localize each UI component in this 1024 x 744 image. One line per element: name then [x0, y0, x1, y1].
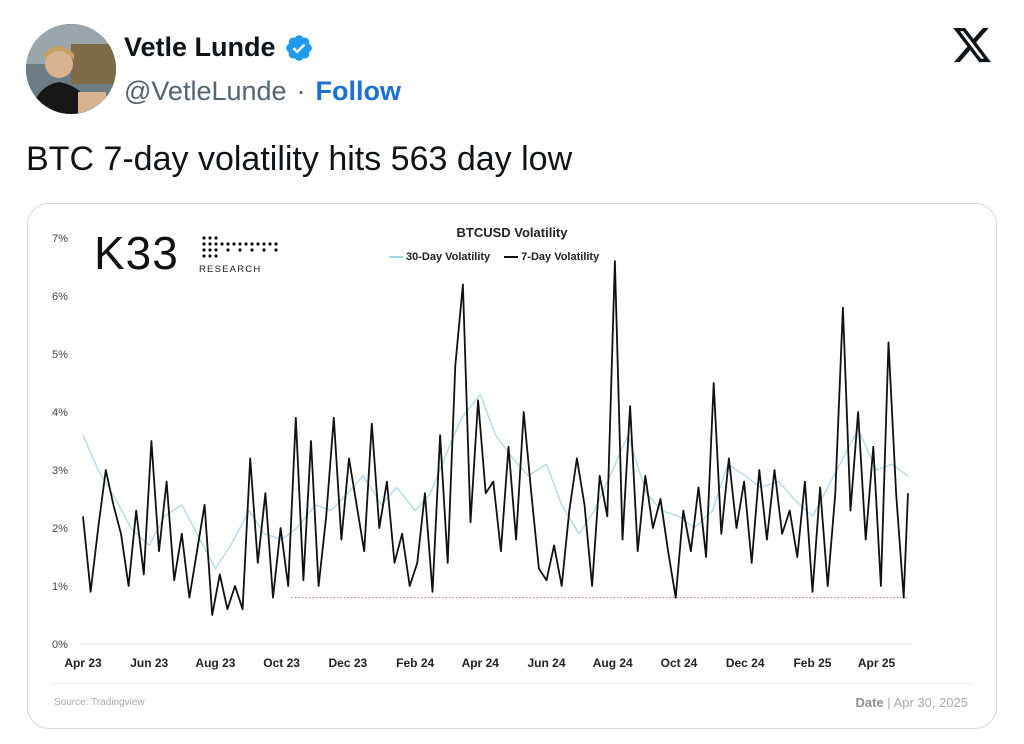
x-tick-label: Apr 24 [462, 656, 500, 670]
card-footer-divider [52, 683, 972, 684]
x-tick-label: Jun 23 [130, 656, 168, 670]
x-tick-label: Feb 25 [793, 656, 831, 670]
x-tick-label: Oct 24 [661, 656, 698, 670]
author-name[interactable]: Vetle Lunde [124, 32, 276, 62]
legend-swatch-30d [389, 256, 403, 258]
chart-title: BTCUSD Volatility [456, 225, 568, 240]
x-tick-label: Oct 23 [263, 656, 300, 670]
tweet-text: BTC 7-day volatility hits 563 day low [26, 140, 573, 178]
legend-item-7d: 7-Day Volatility [504, 251, 599, 263]
x-tick-label: Apr 25 [858, 656, 896, 670]
x-tick-label: Aug 23 [195, 656, 235, 670]
y-tick-label: 2% [52, 523, 68, 535]
k33-logo-text: K33 [94, 227, 179, 279]
y-tick-label: 6% [52, 291, 68, 303]
x-tick-label: Dec 24 [726, 656, 765, 670]
follow-button[interactable]: Follow [315, 76, 402, 106]
volatility-chart: 0% 1% 2% 3% 4% 5% 6% 7% Apr 23 Jun 23 Aug 23 Oct 23… [52, 233, 912, 670]
x-tick-label: Jun 24 [528, 656, 566, 670]
x-tick-label: Apr 23 [64, 656, 102, 670]
chart-legend: 30-Day Volatility 7-Day Volatility [389, 251, 613, 263]
k33-logo-dots-icon [200, 234, 284, 267]
chart-date: Date | Apr 30, 2025 [855, 695, 968, 710]
y-tick-label: 5% [52, 349, 68, 361]
y-tick-label: 4% [52, 407, 68, 419]
y-tick-label: 0% [52, 639, 68, 651]
author-handle[interactable]: @VetleLunde [124, 76, 287, 106]
x-tick-label: Feb 24 [396, 656, 434, 670]
legend-label-30d: 30-Day Volatility [406, 251, 491, 263]
legend-swatch-7d [504, 256, 519, 258]
chart-date-value: | Apr 30, 2025 [887, 695, 968, 710]
chart-date-label: Date [855, 695, 884, 710]
series-line-7-day [82, 260, 909, 616]
y-tick-label: 3% [52, 465, 68, 477]
chart-source: Source: Tradingview [54, 697, 145, 708]
verified-badge-icon [284, 33, 314, 63]
legend-label-7d: 7-Day Volatility [521, 251, 600, 263]
separator-dot: · [296, 76, 306, 106]
x-tick-label: Aug 24 [593, 656, 633, 670]
legend-item-30d: 30-Day Volatility [389, 251, 490, 263]
x-logo-icon[interactable] [950, 24, 994, 66]
avatar[interactable] [26, 24, 116, 114]
x-tick-label: Dec 23 [329, 656, 368, 670]
y-tick-label: 7% [52, 233, 68, 245]
y-tick-label: 1% [52, 581, 68, 593]
chart-card[interactable]: 0% 1% 2% 3% 4% 5% 6% 7% Apr 23 Jun 23 Aug 23 Oct 23… [27, 203, 997, 729]
k33-logo-subtitle: RESEARCH [199, 264, 262, 275]
